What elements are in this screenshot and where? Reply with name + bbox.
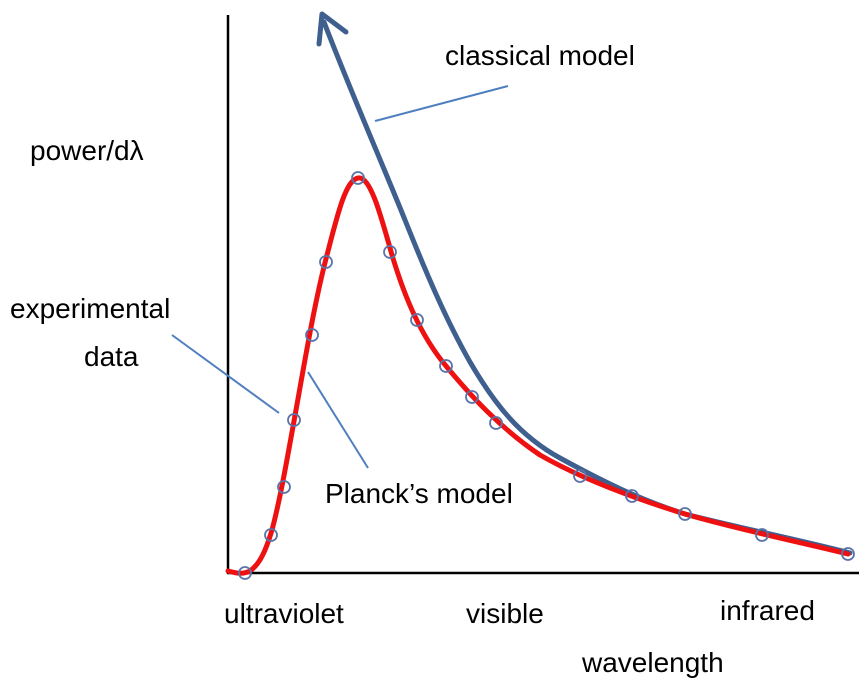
data-point	[410, 313, 424, 327]
y-axis-label: power/dλ	[30, 135, 144, 166]
experimental-label: experimental	[10, 293, 170, 324]
data-points	[238, 171, 855, 580]
data-point	[573, 469, 587, 483]
data-point	[465, 390, 479, 404]
classical-label: classical model	[445, 40, 635, 71]
experimental-label: data	[84, 341, 139, 372]
data-point	[439, 359, 453, 373]
data-point	[238, 566, 252, 580]
data-point	[841, 547, 855, 561]
data-point	[383, 245, 397, 259]
experimental-pointer	[171, 334, 280, 414]
planck-pointer	[307, 371, 369, 469]
data-point	[264, 528, 278, 542]
data-point	[625, 489, 639, 503]
data-point	[305, 328, 319, 342]
data-point	[277, 480, 291, 494]
planck-curve	[225, 175, 851, 576]
data-point	[489, 416, 503, 430]
classical-arrowhead	[316, 11, 349, 47]
classical-pointer	[374, 85, 509, 122]
data-point	[287, 413, 301, 427]
planck-label: Planck’s model	[325, 478, 513, 509]
data-point	[319, 255, 333, 269]
data-point	[351, 171, 365, 185]
x-axis-label: wavelength	[581, 647, 724, 678]
visible-label: visible	[466, 598, 544, 629]
infrared-label: infrared	[720, 595, 815, 626]
ultraviolet-label: ultraviolet	[224, 598, 344, 629]
data-point	[678, 507, 692, 521]
data-point	[755, 528, 769, 542]
